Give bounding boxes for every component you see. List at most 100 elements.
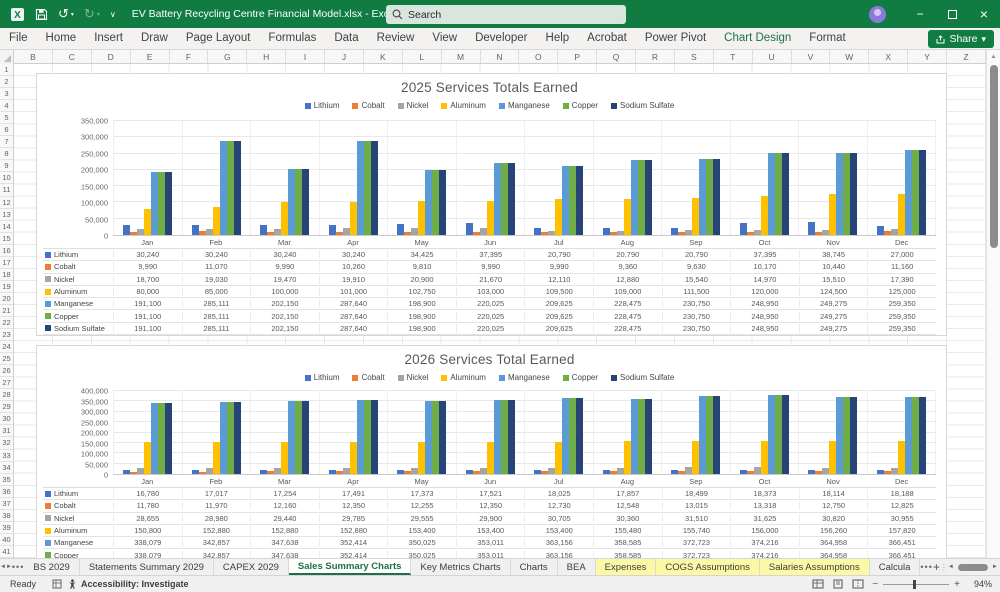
vertical-scroll-thumb[interactable]: [990, 65, 998, 248]
column-header-I[interactable]: I: [286, 50, 325, 63]
vertical-scrollbar[interactable]: ▲: [986, 50, 1000, 558]
select-all-corner[interactable]: [0, 50, 14, 64]
ribbon-tab-review[interactable]: Review: [368, 28, 424, 49]
chart-2025[interactable]: 2025 Services Totals EarnedLithiumCobalt…: [36, 73, 947, 336]
row-header-36[interactable]: 36: [0, 486, 13, 498]
row-header-31[interactable]: 31: [0, 425, 13, 437]
row-header-41[interactable]: 41: [0, 546, 13, 558]
restore-button[interactable]: [936, 0, 968, 28]
row-header-24[interactable]: 24: [0, 341, 13, 353]
row-header-5[interactable]: 5: [0, 112, 13, 124]
ribbon-tab-format[interactable]: Format: [800, 28, 854, 49]
column-header-R[interactable]: R: [636, 50, 675, 63]
row-header-16[interactable]: 16: [0, 245, 13, 257]
normal-view-button[interactable]: [812, 579, 824, 589]
row-header-12[interactable]: 12: [0, 197, 13, 209]
row-header-14[interactable]: 14: [0, 221, 13, 233]
column-header-J[interactable]: J: [325, 50, 364, 63]
row-header-9[interactable]: 9: [0, 160, 13, 172]
sheet-tab-capex-2029[interactable]: CAPEX 2029: [214, 559, 289, 575]
sheet-tab-expenses[interactable]: Expenses: [596, 559, 657, 575]
sheet-tab-salaries-assumptions[interactable]: Salaries Assumptions: [760, 559, 870, 575]
customize-qat-icon[interactable]: ∨: [110, 10, 116, 19]
row-header-37[interactable]: 37: [0, 498, 13, 510]
column-header-B[interactable]: B: [14, 50, 53, 63]
row-header-15[interactable]: 15: [0, 233, 13, 245]
column-header-Y[interactable]: Y: [908, 50, 947, 63]
zoom-slider[interactable]: [883, 584, 949, 585]
row-header-21[interactable]: 21: [0, 305, 13, 317]
row-header-23[interactable]: 23: [0, 329, 13, 341]
ribbon-tab-power-pivot[interactable]: Power Pivot: [636, 28, 715, 49]
row-header-35[interactable]: 35: [0, 474, 13, 486]
row-header-38[interactable]: 38: [0, 510, 13, 522]
column-header-Q[interactable]: Q: [597, 50, 636, 63]
row-header-7[interactable]: 7: [0, 136, 13, 148]
row-header-29[interactable]: 29: [0, 401, 13, 413]
chart-2026[interactable]: 2026 Services Total EarnedLithiumCobaltN…: [36, 345, 947, 558]
column-header-N[interactable]: N: [481, 50, 520, 63]
worksheet-grid[interactable]: 1234567891011121314151617181920212223242…: [0, 64, 986, 558]
ribbon-tab-formulas[interactable]: Formulas: [259, 28, 325, 49]
column-header-L[interactable]: L: [403, 50, 442, 63]
column-header-C[interactable]: C: [53, 50, 92, 63]
sheet-tab-calcula[interactable]: Calcula: [870, 559, 921, 575]
horizontal-scrollbar[interactable]: ◄ ►: [948, 559, 1000, 575]
row-header-3[interactable]: 3: [0, 88, 13, 100]
row-header-17[interactable]: 17: [0, 257, 13, 269]
accessibility-status[interactable]: Accessibility: Investigate: [68, 579, 189, 589]
ribbon-tab-developer[interactable]: Developer: [466, 28, 536, 49]
redo-button[interactable]: ↻▾: [84, 6, 100, 22]
search-input[interactable]: Search: [386, 5, 626, 24]
undo-button[interactable]: ↺▾: [58, 6, 74, 22]
close-button[interactable]: ×: [968, 0, 1000, 28]
column-header-S[interactable]: S: [675, 50, 714, 63]
row-header-39[interactable]: 39: [0, 522, 13, 534]
column-header-Z[interactable]: Z: [947, 50, 986, 63]
row-header-30[interactable]: 30: [0, 413, 13, 425]
row-header-26[interactable]: 26: [0, 365, 13, 377]
ribbon-tab-draw[interactable]: Draw: [132, 28, 177, 49]
row-header-34[interactable]: 34: [0, 462, 13, 474]
column-header-W[interactable]: W: [830, 50, 869, 63]
sheet-tab-bea[interactable]: BEA: [558, 559, 596, 575]
ribbon-tab-home[interactable]: Home: [37, 28, 86, 49]
column-header-X[interactable]: X: [869, 50, 908, 63]
zoom-out-icon[interactable]: −: [872, 579, 878, 590]
row-header-25[interactable]: 25: [0, 353, 13, 365]
account-avatar[interactable]: [869, 6, 886, 23]
row-header-28[interactable]: 28: [0, 389, 13, 401]
row-header-1[interactable]: 1: [0, 64, 13, 76]
ribbon-tab-insert[interactable]: Insert: [85, 28, 132, 49]
row-header-2[interactable]: 2: [0, 76, 13, 88]
ribbon-tab-view[interactable]: View: [423, 28, 466, 49]
ribbon-tab-chart-design[interactable]: Chart Design: [715, 28, 800, 49]
ribbon-tab-acrobat[interactable]: Acrobat: [578, 28, 636, 49]
zoom-percentage[interactable]: 94%: [968, 579, 992, 589]
row-header-8[interactable]: 8: [0, 148, 13, 160]
column-header-V[interactable]: V: [792, 50, 831, 63]
add-sheet-button[interactable]: +: [933, 559, 940, 575]
column-header-D[interactable]: D: [92, 50, 131, 63]
page-layout-view-button[interactable]: [832, 579, 844, 589]
row-header-27[interactable]: 27: [0, 377, 13, 389]
row-header-4[interactable]: 4: [0, 100, 13, 112]
ribbon-tab-data[interactable]: Data: [325, 28, 367, 49]
ribbon-tab-help[interactable]: Help: [537, 28, 579, 49]
zoom-slider-thumb[interactable]: [913, 580, 916, 589]
macro-record-icon[interactable]: [52, 579, 62, 589]
page-break-view-button[interactable]: [852, 579, 864, 589]
row-header-11[interactable]: 11: [0, 184, 13, 196]
ribbon-tab-file[interactable]: File: [0, 28, 37, 49]
row-header-18[interactable]: 18: [0, 269, 13, 281]
sheet-tab-cogs-assumptions[interactable]: COGS Assumptions: [656, 559, 759, 575]
column-header-F[interactable]: F: [170, 50, 209, 63]
hscroll-right-icon[interactable]: ►: [992, 564, 998, 570]
row-header-32[interactable]: 32: [0, 437, 13, 449]
row-header-10[interactable]: 10: [0, 172, 13, 184]
sheet-tab-charts[interactable]: Charts: [511, 559, 558, 575]
column-header-M[interactable]: M: [442, 50, 481, 63]
row-header-6[interactable]: 6: [0, 124, 13, 136]
column-header-E[interactable]: E: [131, 50, 170, 63]
minimize-button[interactable]: −: [904, 0, 936, 28]
